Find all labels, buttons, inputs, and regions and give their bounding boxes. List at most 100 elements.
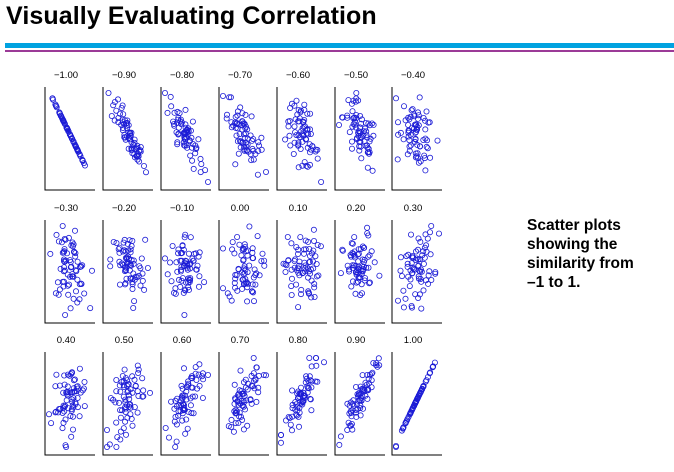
panel-points [219, 93, 269, 178]
data-point [420, 115, 427, 122]
data-point [189, 375, 196, 382]
data-point [355, 246, 362, 253]
data-point [426, 370, 433, 377]
data-point [134, 152, 141, 159]
data-point [199, 394, 206, 401]
panel-points [392, 359, 438, 450]
data-point [244, 298, 251, 305]
data-point [106, 441, 113, 448]
data-point [195, 371, 202, 378]
data-point [247, 132, 254, 139]
data-point [364, 144, 371, 151]
data-point [412, 150, 419, 157]
panel-label: −0.50 [344, 70, 368, 81]
data-point [296, 118, 303, 125]
data-point [305, 274, 312, 281]
data-point [181, 234, 188, 241]
data-point [424, 145, 431, 152]
data-point [344, 112, 351, 119]
data-point [300, 246, 307, 253]
data-point [139, 375, 146, 382]
data-point [123, 254, 130, 261]
data-point [311, 280, 318, 287]
data-point [105, 90, 112, 97]
data-point [295, 142, 302, 149]
panel-points [394, 222, 442, 312]
data-point [190, 257, 197, 264]
data-point [259, 250, 266, 257]
panel-label: 0.10 [289, 203, 308, 214]
data-point [422, 126, 429, 133]
data-point [62, 416, 69, 423]
data-point [336, 441, 343, 448]
data-point [120, 393, 127, 400]
data-point [126, 401, 133, 408]
data-point [182, 430, 189, 437]
data-point [305, 290, 312, 297]
data-point [347, 422, 354, 429]
data-point [346, 402, 353, 409]
data-point [406, 147, 413, 154]
title-rule-blue [5, 43, 674, 48]
data-point [111, 99, 118, 106]
data-point [255, 384, 262, 391]
data-point [365, 380, 372, 387]
data-point [348, 283, 355, 290]
data-point [311, 284, 318, 291]
data-point [258, 134, 265, 141]
data-point [181, 402, 188, 409]
data-point [353, 279, 360, 286]
panel-label: 0.20 [347, 203, 366, 214]
data-point [352, 383, 359, 390]
data-point [412, 256, 419, 263]
data-point [117, 414, 124, 421]
data-point [392, 443, 399, 450]
data-point [70, 404, 77, 411]
data-point [67, 258, 74, 265]
data-point [168, 103, 175, 110]
data-point [144, 264, 151, 271]
data-point [228, 423, 235, 430]
data-point [358, 386, 365, 393]
data-point [134, 409, 141, 416]
data-point [75, 148, 82, 155]
data-point [219, 245, 226, 252]
data-point [180, 289, 187, 296]
data-point [262, 372, 269, 379]
data-point [179, 275, 186, 282]
data-point [403, 417, 410, 424]
data-point [52, 409, 59, 416]
data-point [196, 249, 203, 256]
data-point [60, 118, 67, 125]
data-point [204, 371, 211, 378]
data-point [348, 413, 355, 420]
data-point [258, 146, 265, 153]
data-point [244, 141, 251, 148]
data-point [179, 417, 186, 424]
data-point [123, 120, 130, 127]
data-point [357, 143, 364, 150]
data-point [302, 136, 309, 143]
data-point [397, 129, 404, 136]
data-point [258, 258, 265, 265]
data-point [235, 419, 242, 426]
panel-label: −0.60 [286, 70, 310, 81]
data-point [228, 416, 235, 423]
data-point [135, 369, 142, 376]
data-point [314, 146, 321, 153]
data-point [192, 393, 199, 400]
data-point [120, 425, 127, 432]
data-point [228, 297, 235, 304]
data-point [400, 287, 407, 294]
data-point [422, 167, 429, 174]
data-point [61, 408, 68, 415]
caption-line-2: showing the [527, 236, 618, 253]
data-point [304, 110, 311, 117]
data-point [365, 264, 372, 271]
data-point [249, 288, 256, 295]
data-point [113, 443, 120, 450]
data-point [312, 253, 319, 260]
data-point [122, 267, 129, 274]
data-point [227, 94, 234, 101]
